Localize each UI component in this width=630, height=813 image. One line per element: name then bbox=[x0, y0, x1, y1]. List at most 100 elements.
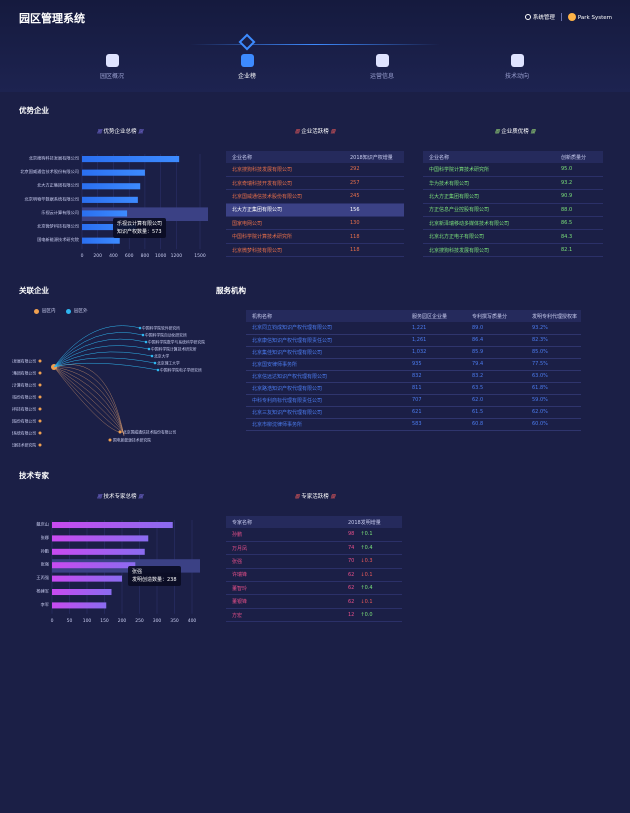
table-row[interactable]: 国家电网公司 130 bbox=[226, 216, 404, 231]
bar[interactable] bbox=[82, 169, 145, 176]
tab-enterprise-ranking[interactable]: 企业榜 bbox=[217, 54, 277, 80]
trend-value: 0.3 bbox=[364, 558, 373, 565]
bar[interactable] bbox=[82, 224, 137, 231]
node[interactable] bbox=[38, 443, 42, 447]
table-cell: 中国科学院计算技术研究所 bbox=[226, 229, 344, 244]
table-row[interactable]: 北京国威通信技术股份有限公司 245 bbox=[226, 189, 404, 204]
bar[interactable] bbox=[82, 183, 141, 190]
node[interactable] bbox=[147, 347, 151, 351]
edge bbox=[53, 351, 153, 368]
table-row[interactable]: 孙鹏 98 ↑0.1 bbox=[226, 528, 402, 542]
table-cell: 95.0 bbox=[555, 163, 603, 177]
table-row[interactable]: 北京三友知识产权代理有限公司 621 61.5 62.0% bbox=[246, 406, 581, 419]
table-row[interactable]: 中国科学院计算技术研究所 118 bbox=[226, 229, 404, 244]
table-row[interactable]: 北京微梦科技有限公司 118 bbox=[226, 243, 404, 258]
expert-name: 方宏 bbox=[226, 608, 342, 623]
node[interactable] bbox=[153, 361, 157, 365]
category-label: 张强 bbox=[41, 561, 50, 568]
table-cell: 61.5 bbox=[466, 406, 526, 419]
panel-title-active: /////企业活跃榜///// bbox=[294, 129, 336, 135]
table-row[interactable]: 北京同立钧成知识产权代理有限公司 1,221 89.0 93.2% bbox=[246, 322, 581, 335]
trend-icon: ↑ bbox=[360, 531, 365, 538]
bar[interactable] bbox=[52, 589, 112, 596]
bar[interactable] bbox=[52, 535, 149, 542]
table-row[interactable]: 北京集佳知识产权代理有限公司 1,032 85.9 85.0% bbox=[246, 346, 581, 359]
table-row[interactable]: 董智玲 62 ↑0.4 bbox=[226, 581, 402, 596]
app-title: 园区管理系统 bbox=[19, 12, 85, 25]
node[interactable] bbox=[138, 326, 142, 330]
tick-label: 800 bbox=[141, 253, 150, 259]
user-menu[interactable]: Park System bbox=[567, 13, 612, 21]
node[interactable] bbox=[156, 368, 160, 372]
node[interactable] bbox=[38, 359, 42, 363]
section-title-service: 服务机构 bbox=[216, 286, 246, 295]
system-settings-button[interactable]: 系统管理 bbox=[524, 13, 555, 21]
node[interactable] bbox=[38, 383, 42, 387]
table-row[interactable]: 张强 70 ↓0.3 bbox=[226, 554, 402, 569]
category-label: 北京搜狗科技发展有限公司 bbox=[29, 155, 79, 162]
node[interactable] bbox=[38, 395, 42, 399]
table-row[interactable]: 北京市柳沈律师事务所 583 60.8 60.0% bbox=[246, 418, 581, 431]
node[interactable] bbox=[150, 354, 154, 358]
expert-name: 董智玲 bbox=[226, 581, 342, 596]
bar[interactable] bbox=[52, 522, 173, 529]
table-row[interactable]: 北大方正集团有限公司 90.9 bbox=[423, 189, 603, 204]
tab-operations[interactable]: 运营信息 bbox=[352, 54, 412, 80]
bar[interactable] bbox=[82, 210, 128, 217]
table-row[interactable]: 北京搜狗科技发展有限公司 292 bbox=[226, 163, 404, 177]
node-label: 国电新能源技术研究院 bbox=[113, 438, 151, 443]
table-row[interactable]: 中科专利商标代理有限责任公司 707 62.0 59.0% bbox=[246, 394, 581, 407]
node[interactable] bbox=[38, 407, 42, 411]
bar[interactable] bbox=[52, 562, 136, 569]
table-row[interactable]: 北京康信知识产权代理有限责任公司 1,261 86.4 82.3% bbox=[246, 334, 581, 347]
bar[interactable] bbox=[82, 196, 138, 203]
table-row[interactable]: 北京搜狗科技发展有限公司 82.1 bbox=[423, 243, 603, 258]
divider bbox=[560, 13, 562, 21]
table-row[interactable]: 北京奇瑞科技开发有限公司 257 bbox=[226, 176, 404, 191]
tab-tech-trends[interactable]: 技术动向 bbox=[487, 54, 547, 80]
node[interactable] bbox=[141, 333, 145, 337]
node[interactable] bbox=[108, 438, 112, 442]
bar[interactable] bbox=[52, 575, 122, 582]
table-cell: 北京路浩知识产权代理有限公司 bbox=[246, 382, 406, 395]
table-cell: 60.8 bbox=[466, 418, 526, 431]
table-cell: 935 bbox=[406, 358, 466, 371]
node-label: 东软集团股份有限公司 bbox=[12, 419, 36, 424]
table-row[interactable]: 北京路浩知识产权代理有限公司 811 63.5 61.8% bbox=[246, 382, 581, 395]
tab-overview[interactable]: 园区概况 bbox=[82, 54, 142, 80]
category-label: 北京明物华数据系统有限公司 bbox=[25, 195, 79, 202]
table-row[interactable]: 许瑞锋 62 ↓0.1 bbox=[226, 568, 402, 583]
node[interactable] bbox=[38, 371, 42, 375]
table-row[interactable]: 中国科学院计算技术研究所 95.0 bbox=[423, 163, 603, 177]
node[interactable] bbox=[118, 430, 122, 434]
table-cell: 国家电网公司 bbox=[226, 216, 344, 231]
legend-inside: 园区内 bbox=[34, 308, 56, 314]
table-row[interactable]: 华为技术有限公司 93.2 bbox=[423, 176, 603, 191]
node[interactable] bbox=[144, 340, 148, 344]
table-row[interactable]: 北京北方正电子有限公司 84.3 bbox=[423, 229, 603, 244]
bar[interactable] bbox=[82, 156, 180, 163]
node[interactable] bbox=[38, 431, 42, 435]
table-cell: 北京新泽瑞移动多媒体技术有限公司 bbox=[423, 216, 555, 231]
avatar bbox=[567, 13, 576, 21]
bar[interactable] bbox=[82, 237, 120, 244]
bar[interactable] bbox=[52, 602, 107, 609]
tick-label: 1200 bbox=[171, 253, 183, 259]
category-label: 北京国威通信技术股份有限公司 bbox=[20, 168, 79, 175]
node-label: 中国科学院软件研究所 bbox=[142, 326, 180, 331]
edge bbox=[53, 362, 159, 371]
table-row[interactable]: 北京新泽瑞移动多媒体技术有限公司 86.5 bbox=[423, 216, 603, 231]
table-row[interactable]: 方正信息产业控股有限公司 88.0 bbox=[423, 203, 603, 218]
table-cell: 621 bbox=[406, 406, 466, 419]
table-row[interactable]: 北京国安律师事务所 935 79.4 77.5% bbox=[246, 358, 581, 371]
table-row[interactable]: 方宏 12 ↑0.0 bbox=[226, 608, 402, 623]
node[interactable] bbox=[38, 419, 42, 423]
table-cell: 62 ↑0.4 bbox=[342, 581, 402, 596]
bar[interactable] bbox=[52, 548, 145, 555]
table-row[interactable]: 北京信远达知识产权代理有限公司 832 83.2 63.0% bbox=[246, 370, 581, 383]
table-row[interactable]: 董银锋 62 ↓0.1 bbox=[226, 594, 402, 609]
table-row[interactable]: 北大方正集团有限公司 156 bbox=[226, 203, 404, 218]
increment-value: 70 bbox=[348, 558, 355, 565]
trend-icon: ↓ bbox=[360, 571, 365, 578]
table-row[interactable]: 万月凤 74 ↑0.4 bbox=[226, 541, 402, 556]
